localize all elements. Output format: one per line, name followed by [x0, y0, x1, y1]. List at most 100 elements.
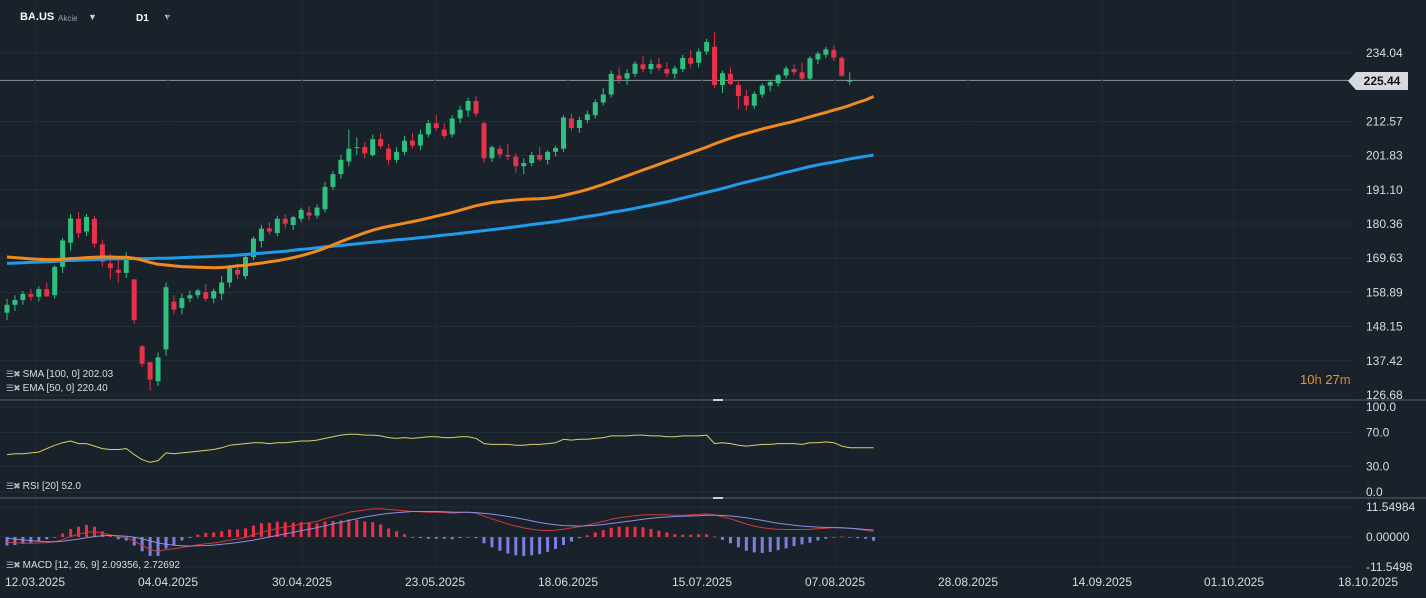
candle-body [584, 114, 590, 121]
macd-histogram-bar [577, 537, 581, 539]
date-tick-label: 18.10.2025 [1338, 575, 1398, 589]
candle-body [179, 298, 185, 308]
candle-body [219, 282, 225, 294]
candle-body [783, 68, 789, 76]
price-tick-label: 169.63 [1366, 251, 1403, 265]
candle-body [282, 218, 288, 224]
candle-body [250, 238, 256, 258]
candle-body [258, 228, 264, 242]
candle-body [330, 174, 336, 187]
macd-histogram-bar [116, 537, 120, 540]
candle-body [640, 64, 646, 70]
indicator-label-sma[interactable]: ☰✖ SMA [100, 0] 202.03 [6, 369, 113, 380]
macd-histogram-bar [728, 537, 732, 544]
macd-histogram-bar [872, 537, 876, 541]
date-tick-label: 12.03.2025 [5, 575, 65, 589]
settings-icon[interactable]: ☰✖ [6, 383, 21, 393]
macd-histogram-bar [482, 537, 486, 544]
candle-body [346, 148, 352, 162]
macd-histogram-bar [323, 521, 327, 537]
candle-body [52, 266, 58, 296]
moving-average-lines [6, 95, 875, 270]
macd-histogram-bar [490, 537, 494, 548]
candle-body [847, 80, 853, 82]
macd-histogram-bar [673, 534, 677, 537]
symbol-type-label: Akcie [58, 14, 78, 23]
chevron-down-icon[interactable]: ▼ [163, 12, 172, 22]
macd-histogram-bar [808, 537, 812, 543]
macd-histogram-bar [816, 537, 820, 541]
candle-body [497, 148, 503, 155]
settings-icon[interactable]: ☰✖ [6, 369, 21, 379]
candle-body [163, 287, 169, 350]
candle-body [727, 73, 733, 85]
candle-body [576, 120, 582, 128]
candle-body [298, 209, 304, 219]
candle-body [529, 155, 535, 164]
indicator-label-rsi[interactable]: ☰✖ RSI [20] 52.0 [6, 481, 81, 492]
candle-body [60, 240, 66, 267]
candle-body [537, 155, 543, 160]
macd-histogram-bar [315, 523, 319, 537]
candle-countdown: 10h 27m [1300, 372, 1351, 387]
candle-body [680, 57, 686, 70]
candle-body [386, 148, 392, 160]
rsi-legend-text: RSI [20] 52.0 [22, 481, 81, 492]
sma-legend-text: SMA [100, 0] 202.03 [22, 369, 114, 380]
symbol-selector[interactable]: BA.US [20, 11, 55, 23]
price-tick-label: 191.10 [1366, 183, 1403, 197]
chevron-down-icon[interactable]: ▼ [88, 12, 97, 22]
macd-histogram-bar [172, 537, 176, 546]
candle-body [688, 57, 694, 64]
macd-signal-line [6, 511, 874, 547]
candle-body [513, 156, 519, 167]
candle-body [99, 244, 105, 262]
macd-histogram-bar [299, 522, 303, 537]
indicator-label-macd[interactable]: ☰✖ MACD [12, 26, 9] 2.09356, 2.72692 [6, 560, 180, 571]
macd-histogram-bar [593, 532, 597, 537]
settings-icon[interactable]: ☰✖ [6, 481, 21, 491]
macd-histogram-bar [363, 521, 367, 537]
macd-histogram-bar [426, 537, 430, 539]
rsi-tick-label: 30.0 [1366, 460, 1390, 474]
indicator-label-ema[interactable]: ☰✖ EMA [50, 0] 220.40 [6, 383, 108, 394]
interval-selector[interactable]: D1 [136, 13, 149, 24]
macd-histogram-bar [196, 534, 200, 537]
macd-histogram-bar [721, 537, 724, 540]
macd-histogram-bar [665, 532, 669, 537]
candle-body [123, 256, 129, 273]
macd-line [6, 508, 874, 552]
candle-body [195, 290, 201, 296]
macd-histogram-bar [418, 537, 422, 538]
date-tick-label: 23.05.2025 [405, 575, 465, 589]
macd-histogram-bar [474, 537, 478, 539]
macd-histogram-bar [371, 522, 375, 537]
rsi-pane [0, 406, 1352, 493]
candle-body [115, 269, 121, 273]
settings-icon[interactable]: ☰✖ [6, 560, 21, 570]
date-tick-label: 18.06.2025 [538, 575, 598, 589]
candle-body [44, 289, 50, 297]
macd-histogram-bar [609, 527, 613, 537]
macd-histogram-bar [331, 520, 335, 537]
macd-histogram-bar [554, 537, 558, 550]
macd-histogram-bar [522, 537, 526, 556]
ema-legend-text: EMA [50, 0] 220.40 [22, 383, 108, 394]
macd-histogram-bar [124, 537, 128, 541]
candle-body [131, 279, 137, 321]
candle-body [76, 218, 82, 234]
macd-histogram-bar [856, 537, 860, 539]
candle-body [632, 63, 638, 74]
candle-body [409, 140, 415, 146]
countdown-minutes: 27 [1325, 372, 1340, 387]
date-tick-label: 28.08.2025 [938, 575, 998, 589]
macd-histogram-bar [768, 537, 772, 552]
macd-histogram-bar [156, 537, 160, 556]
rsi-tick-label: 70.0 [1366, 426, 1390, 440]
macd-histogram-bar [244, 528, 247, 537]
macd-histogram-bar [585, 535, 589, 537]
candle-body [696, 51, 702, 63]
macd-histogram-bar [283, 522, 287, 537]
candle-body [624, 73, 630, 79]
